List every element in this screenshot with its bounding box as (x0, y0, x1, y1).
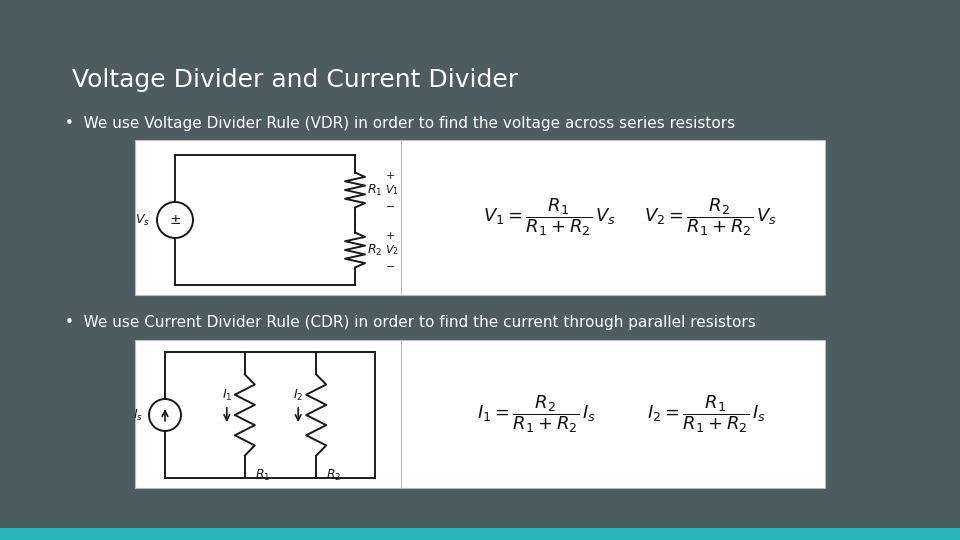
Text: $R_1$: $R_1$ (367, 183, 382, 198)
Text: $V_1$: $V_1$ (385, 183, 398, 197)
Text: $+$: $+$ (385, 230, 396, 241)
Text: $V_s$: $V_s$ (135, 212, 150, 227)
Text: $I_2$: $I_2$ (293, 388, 303, 403)
FancyBboxPatch shape (0, 528, 960, 540)
Text: Voltage Divider and Current Divider: Voltage Divider and Current Divider (72, 68, 518, 92)
Text: $+$: $+$ (385, 170, 396, 181)
Text: $I_1 = \dfrac{R_2}{R_1 + R_2}\,I_s$: $I_1 = \dfrac{R_2}{R_1 + R_2}\,I_s$ (477, 393, 596, 435)
Text: •  We use Voltage Divider Rule (VDR) in order to find the voltage across series : • We use Voltage Divider Rule (VDR) in o… (65, 116, 735, 131)
Text: $R_2$: $R_2$ (367, 242, 382, 258)
FancyBboxPatch shape (135, 340, 825, 488)
Text: ±: ± (169, 213, 180, 227)
Text: •  We use Current Divider Rule (CDR) in order to find the current through parall: • We use Current Divider Rule (CDR) in o… (65, 315, 756, 330)
Text: $R_2$: $R_2$ (326, 468, 342, 483)
Text: $-$: $-$ (385, 260, 396, 270)
Text: $V_1 = \dfrac{R_1}{R_1 + R_2}\,V_s$: $V_1 = \dfrac{R_1}{R_1 + R_2}\,V_s$ (483, 197, 615, 238)
Text: $R_1$: $R_1$ (254, 468, 270, 483)
Text: $V_2 = \dfrac{R_2}{R_1 + R_2}\,V_s$: $V_2 = \dfrac{R_2}{R_1 + R_2}\,V_s$ (644, 197, 777, 238)
Text: $I_s$: $I_s$ (132, 408, 143, 422)
FancyBboxPatch shape (135, 140, 825, 295)
Text: $I_2 = \dfrac{R_1}{R_1 + R_2}\,I_s$: $I_2 = \dfrac{R_1}{R_1 + R_2}\,I_s$ (647, 393, 766, 435)
Text: $-$: $-$ (385, 200, 396, 210)
Text: $V_2$: $V_2$ (385, 243, 398, 257)
Text: $I_1$: $I_1$ (222, 388, 232, 403)
